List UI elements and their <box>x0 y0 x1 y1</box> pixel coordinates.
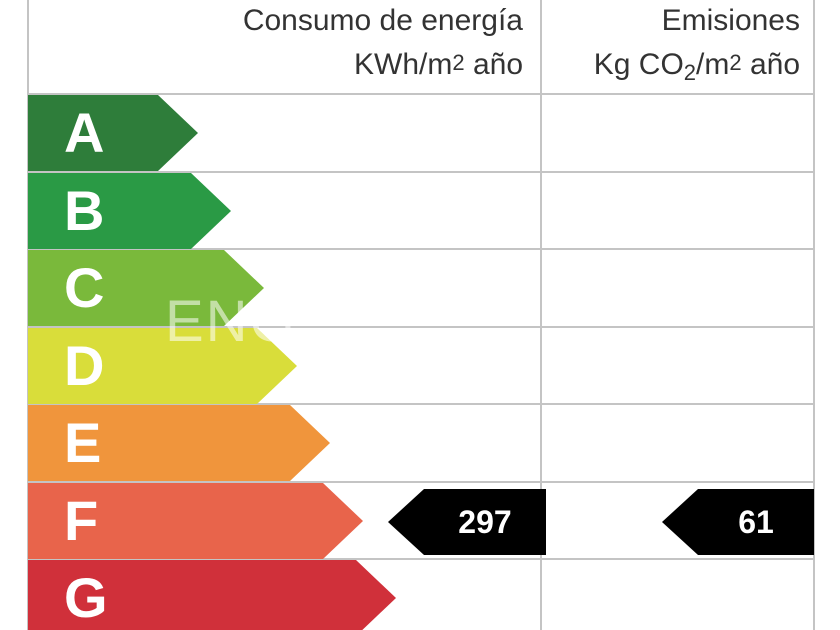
band-arrow-shape <box>28 95 198 171</box>
band-arrow-shape <box>28 327 297 404</box>
energy-band-f: F <box>28 482 363 559</box>
band-letter: G <box>64 566 108 629</box>
watermark-text: ENG <box>165 289 297 354</box>
emissions-arrow-shape <box>662 488 814 555</box>
band-arrow-shape <box>28 560 396 630</box>
row-divider <box>28 170 815 173</box>
consumption-value: 297 <box>458 503 512 540</box>
band-arrow-shape <box>28 482 363 559</box>
energy-band-e: E <box>28 405 330 481</box>
energy-band-b: B <box>28 172 231 249</box>
consumption-arrow-shape <box>388 488 546 555</box>
row-divider <box>28 325 815 328</box>
emissions-value: 61 <box>738 503 774 540</box>
band-letter: F <box>64 488 99 552</box>
energy-band-c: C <box>28 250 264 326</box>
band-arrow-shape <box>28 250 264 326</box>
emissions-title: Emisiones <box>661 4 800 37</box>
band-letter: D <box>64 333 105 397</box>
energy-band-g: G <box>28 560 396 630</box>
row-divider <box>28 480 815 483</box>
column-divider <box>540 0 542 630</box>
row-divider <box>28 248 815 250</box>
emissions-unit: Kg CO2/m2 año <box>593 48 800 85</box>
consumption-title: Consumo de energía <box>242 4 523 37</box>
consumption-unit: KWh/m2 año <box>354 48 523 81</box>
band-arrow-shape <box>28 172 231 249</box>
row-divider <box>28 403 815 405</box>
band-arrow-shape <box>28 405 330 481</box>
row-divider <box>28 558 815 560</box>
band-letter: E <box>64 411 102 474</box>
band-letter: A <box>64 101 105 164</box>
table-border-right <box>813 0 815 630</box>
emissions-rating-indicator: 61 <box>662 488 814 555</box>
row-divider <box>28 93 815 95</box>
energy-band-d: D <box>28 327 297 404</box>
band-letter: B <box>64 178 105 242</box>
consumption-rating-indicator: 297 <box>388 488 546 555</box>
energy-band-a: A <box>28 95 198 171</box>
band-letter: C <box>64 256 105 319</box>
